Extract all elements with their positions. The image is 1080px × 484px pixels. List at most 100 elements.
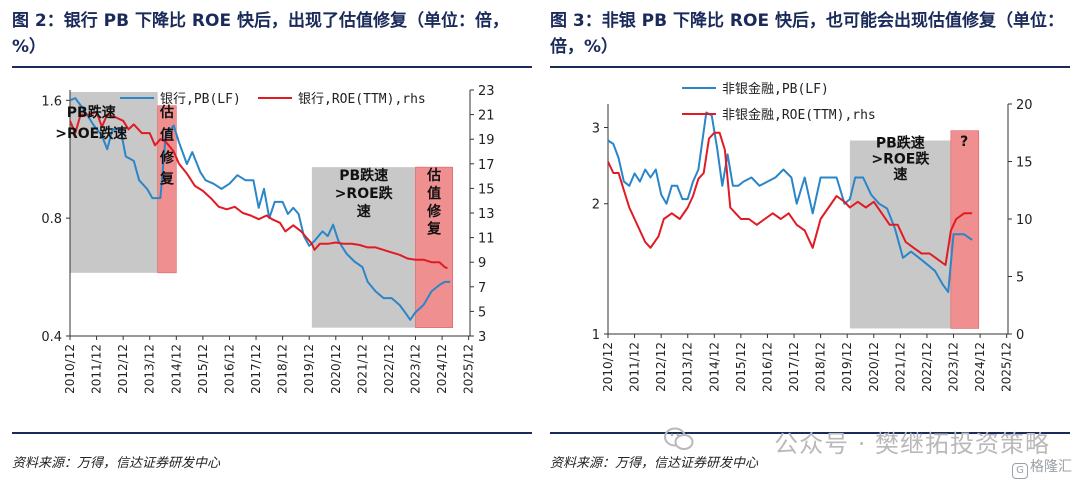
x-tick-label: 2020/12 xyxy=(867,342,881,392)
region-annotation: 值 xyxy=(427,185,441,202)
x-tick-label: 2022/12 xyxy=(382,344,396,394)
x-tick-label: 2012/12 xyxy=(654,342,668,392)
region-annotation: 复 xyxy=(426,221,442,238)
right-tick-label: 19 xyxy=(478,133,495,148)
right-tick-label: 11 xyxy=(478,232,495,247)
region-annotation: 修 xyxy=(159,149,175,166)
right-tick-label: 7 xyxy=(478,281,486,296)
right-tick-label: 21 xyxy=(478,109,495,124)
chart-panel-left: 图 2：银行 PB 下降比 ROE 快后，出现了估值修复（单位：倍，%） 0.4… xyxy=(12,0,540,484)
x-tick-label: 2025/12 xyxy=(1000,342,1014,392)
x-tick-label: 2019/12 xyxy=(840,342,854,392)
x-tick-label: 2011/12 xyxy=(90,344,104,394)
region-annotation: 估 xyxy=(426,167,441,184)
right-tick-label: 3 xyxy=(478,330,486,345)
top-rule xyxy=(550,66,1070,68)
x-tick-label: 2010/12 xyxy=(601,342,615,392)
legend-label: 银行,ROE(TTM),rhs xyxy=(298,92,426,107)
right-tick-label: 10 xyxy=(1016,213,1033,228)
top-rule xyxy=(12,66,532,68)
x-tick-label: 2024/12 xyxy=(435,344,449,394)
legend-label: 非银金融,PB(LF) xyxy=(722,81,829,97)
region-annotation: PB跌速 xyxy=(339,167,388,184)
right-tick-label: 15 xyxy=(478,182,495,197)
bottom-rule xyxy=(550,432,1070,434)
pink-shaded-region xyxy=(415,166,454,329)
x-tick-label: 2019/12 xyxy=(302,344,316,394)
x-tick-label: 2016/12 xyxy=(760,342,774,392)
bottom-rule xyxy=(12,432,532,434)
x-tick-label: 2013/12 xyxy=(143,344,157,394)
roe-series-line xyxy=(69,111,448,270)
left-tick-label: 0.4 xyxy=(41,330,62,345)
x-tick-label: 2025/12 xyxy=(462,344,476,394)
region-annotation: 估 xyxy=(159,104,174,121)
region-annotation: 复 xyxy=(159,171,175,188)
x-tick-label: 2015/12 xyxy=(734,342,748,392)
x-tick-label: 2021/12 xyxy=(893,342,907,392)
region-annotation: 速 xyxy=(893,166,907,183)
right-tick-label: 17 xyxy=(478,158,495,173)
pink-shaded-region xyxy=(950,130,980,329)
right-tick-label: 5 xyxy=(478,305,486,320)
x-tick-label: 2017/12 xyxy=(787,342,801,392)
region-annotation: ? xyxy=(960,134,968,150)
grey-shaded-region xyxy=(70,92,158,273)
wechat-icon xyxy=(664,427,694,450)
x-tick-label: 2018/12 xyxy=(276,344,290,394)
x-tick-label: 2023/12 xyxy=(947,342,961,392)
nonbank-pb-roe-chart: 1 2 3 0 5 10 15 20 2010/12 2011/12 2012/12 2013/12 2… xyxy=(592,81,1033,392)
chart-panel-right: 图 3：非银 PB 下降比 ROE 快后，也可能会出现估值修复（单位：倍，%） … xyxy=(550,0,1078,484)
watermark: 公众号 · 樊继拓投资策略 xyxy=(774,430,1050,458)
x-tick-label: 2016/12 xyxy=(222,344,236,394)
x-tick-label: 2024/12 xyxy=(973,342,987,392)
x-tick-label: 2015/12 xyxy=(196,344,210,394)
left-tick-label: 2 xyxy=(592,198,600,213)
region-annotation: PB跌速 xyxy=(67,104,116,121)
right-tick-label: 15 xyxy=(1016,156,1033,171)
source-note: 资料来源：万得，信达证券研发中心 xyxy=(12,456,221,471)
x-tick-label: 2023/12 xyxy=(409,344,423,394)
pb-series-line xyxy=(607,111,973,294)
source-note: 资料来源：万得，信达证券研发中心 xyxy=(550,456,759,471)
legend-label: 银行,PB(LF) xyxy=(160,92,241,107)
region-annotation: >ROE跌 xyxy=(335,186,394,202)
region-annotation: >ROE跌速 xyxy=(55,125,127,142)
region-annotation: 修 xyxy=(426,203,442,220)
x-tick-label: 2022/12 xyxy=(920,342,934,392)
x-tick-label: 2021/12 xyxy=(355,344,369,394)
grey-shaded-region xyxy=(311,167,416,328)
pb-series-line xyxy=(69,97,451,321)
x-tick-label: 2012/12 xyxy=(116,344,130,394)
right-tick-label: 0 xyxy=(1016,328,1024,343)
left-tick-label: 3 xyxy=(592,122,600,137)
roe-series-line xyxy=(607,131,973,266)
corner-logo: G 格隆汇 xyxy=(1012,456,1072,479)
chart-title: 图 3：非银 PB 下降比 ROE 快后，也可能会出现估值修复（单位：倍，%） xyxy=(550,11,1064,57)
right-tick-label: 23 xyxy=(478,84,495,99)
right-tick-label: 5 xyxy=(1016,271,1024,286)
x-tick-label: 2017/12 xyxy=(249,344,263,394)
bank-pb-roe-chart: 0.4 0.8 1.6 3 5 7 9 11 13 15 17 19 21 23 2010/12 2011/1… xyxy=(41,84,495,394)
corner-logo-mark: G xyxy=(1012,463,1028,479)
chart-title: 图 2：银行 PB 下降比 ROE 快后，出现了估值修复（单位：倍，%） xyxy=(12,11,509,57)
left-tick-label: 1.6 xyxy=(41,94,62,109)
region-annotation: PB跌速 xyxy=(876,134,925,151)
x-tick-label: 2011/12 xyxy=(628,342,642,392)
grey-shaded-region xyxy=(849,140,951,329)
x-tick-label: 2013/12 xyxy=(681,342,695,392)
left-tick-label: 0.8 xyxy=(41,212,62,227)
right-tick-label: 20 xyxy=(1016,98,1033,113)
left-tick-label: 1 xyxy=(592,328,600,343)
x-tick-label: 2014/12 xyxy=(707,342,721,392)
corner-logo-text: 格隆汇 xyxy=(1030,459,1072,475)
region-annotation: 值 xyxy=(160,127,174,144)
x-tick-label: 2010/12 xyxy=(63,344,77,394)
x-tick-label: 2018/12 xyxy=(814,342,828,392)
x-tick-label: 2014/12 xyxy=(169,344,183,394)
right-tick-label: 13 xyxy=(478,207,495,222)
right-tick-label: 9 xyxy=(478,256,486,271)
region-annotation: 速 xyxy=(357,203,371,220)
region-annotation: >ROE跌 xyxy=(871,151,930,167)
legend-label: 非银金融,ROE(TTM),rhs xyxy=(722,107,876,123)
